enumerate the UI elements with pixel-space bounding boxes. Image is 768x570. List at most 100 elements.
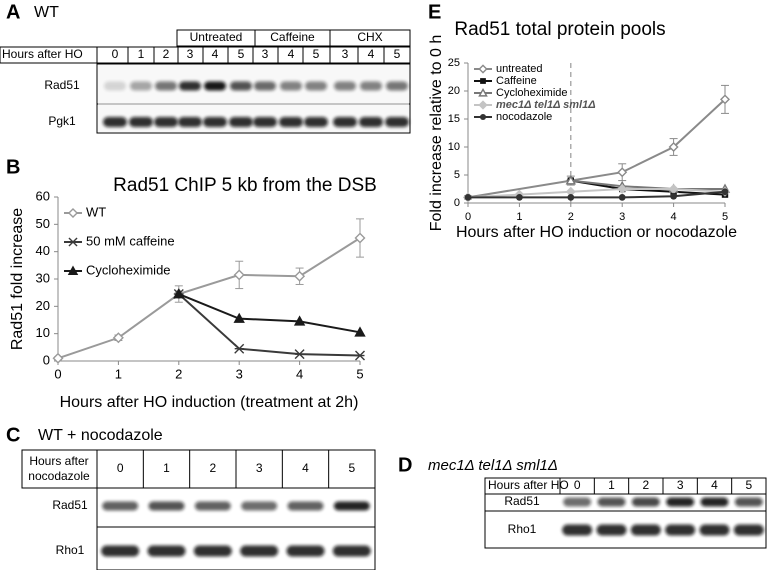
marker-shape <box>516 194 523 201</box>
marker-shape <box>173 288 185 299</box>
group-label: Caffeine <box>270 30 315 44</box>
blot-band <box>254 81 276 91</box>
blot-band <box>333 501 370 511</box>
row-label: Rad51 <box>504 494 540 508</box>
y-axis-label: Fold increase relative to 0 h <box>428 35 445 232</box>
blot-band <box>631 497 660 507</box>
chart-title: Rad51 ChIP 5 kb from the DSB <box>113 175 377 196</box>
legend-label: 50 mM caffeine <box>86 233 175 248</box>
panel-label: A <box>6 1 20 23</box>
blot-band <box>230 81 252 91</box>
blot-band <box>563 497 592 507</box>
series-line <box>468 190 726 199</box>
panel-label: D <box>398 454 412 476</box>
box <box>96 487 376 570</box>
y-tick-label: 10 <box>448 141 460 153</box>
y-tick-label: 5 <box>454 169 460 181</box>
panel-title: mec1Δ tel1Δ sml1Δ <box>428 457 558 474</box>
marker <box>478 87 488 97</box>
hour: 4 <box>302 461 309 475</box>
hour: 3 <box>262 47 269 61</box>
blot-band <box>304 117 328 127</box>
blot-band <box>193 545 232 557</box>
hours-label: nocodazole <box>28 469 90 483</box>
hour: 4 <box>711 478 718 492</box>
marker <box>67 207 79 219</box>
x-tick-label: 5 <box>722 211 728 223</box>
hour: 1 <box>138 47 145 61</box>
hour: 5 <box>394 47 401 61</box>
hour: 1 <box>163 461 170 475</box>
blot-band <box>360 81 382 91</box>
hours-label: Hours after HO <box>2 47 83 61</box>
marker <box>478 64 488 74</box>
marker <box>234 343 245 354</box>
marker <box>464 194 472 201</box>
x-tick-label: 0 <box>465 211 471 223</box>
blot-band <box>240 545 279 557</box>
blot-band <box>733 524 764 536</box>
y-tick-label: 25 <box>448 57 460 69</box>
marker-shape <box>354 232 366 244</box>
x-tick-label: 4 <box>671 211 677 223</box>
row-label: Pgk1 <box>48 114 76 128</box>
marker <box>480 78 486 84</box>
blot-band <box>286 545 325 557</box>
marker-shape <box>478 64 488 74</box>
marker-shape <box>479 113 487 121</box>
marker <box>233 269 245 281</box>
series-line <box>178 293 361 334</box>
legend-label: nocodazole <box>496 111 552 123</box>
blot-band <box>332 545 371 557</box>
y-axis-label: Rad51 fold increase <box>9 208 26 350</box>
hour: 2 <box>163 47 170 61</box>
blot-band <box>597 497 626 507</box>
marker-shape <box>464 194 472 201</box>
hour: 4 <box>368 47 375 61</box>
marker <box>293 315 306 326</box>
blot-band <box>129 117 153 127</box>
blot-band <box>147 545 186 557</box>
legend-label: WT <box>86 204 106 219</box>
y-tick-label: 0 <box>454 197 460 209</box>
marker-shape <box>478 87 488 97</box>
marker-shape <box>293 315 306 326</box>
x-tick-label: 0 <box>54 366 61 381</box>
marker-shape <box>618 194 626 201</box>
blot-band <box>148 501 185 511</box>
blot-band <box>104 81 126 91</box>
blot-band <box>229 117 253 127</box>
y-tick-label: 15 <box>448 113 460 125</box>
series-line <box>467 188 726 199</box>
marker-shape <box>617 167 628 178</box>
blot-band <box>102 501 139 511</box>
hour: 3 <box>187 47 194 61</box>
marker-shape <box>721 188 729 196</box>
x-tick-label: 1 <box>516 211 522 223</box>
marker <box>567 194 575 201</box>
box <box>329 29 411 47</box>
row-label: Rad51 <box>52 498 88 512</box>
hour: 3 <box>256 461 263 475</box>
marker-shape <box>720 94 730 105</box>
legend-label: Cycloheximide <box>496 87 568 99</box>
panel-label: B <box>6 156 20 178</box>
hours-label: Hours after <box>29 454 88 468</box>
y-tick-label: 30 <box>36 270 50 285</box>
blot-band <box>178 117 202 127</box>
hour: 3 <box>677 478 684 492</box>
hour: 5 <box>745 478 752 492</box>
marker <box>355 350 365 361</box>
marker-shape <box>565 175 576 185</box>
hour: 1 <box>608 478 615 492</box>
hour: 0 <box>117 461 124 475</box>
marker-shape <box>67 207 79 219</box>
panel-label: E <box>428 1 441 23</box>
blot-band <box>103 117 127 127</box>
blot-band <box>203 117 227 127</box>
marker-shape <box>354 326 366 337</box>
hour: 3 <box>342 47 349 61</box>
marker-shape <box>67 265 79 275</box>
row-label: Rho1 <box>508 522 537 536</box>
